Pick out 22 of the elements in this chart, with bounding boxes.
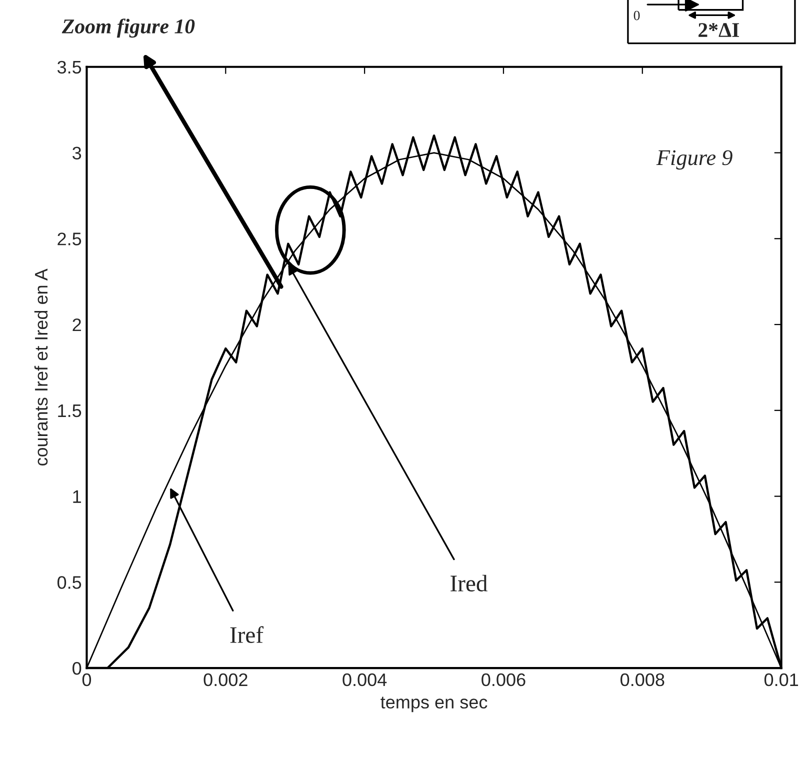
text: 0 <box>634 10 640 20</box>
annotation: Zoom figure 10 <box>62 18 195 38</box>
y-tick-label: 1.5 <box>58 404 82 418</box>
annotation: Ired <box>450 574 488 592</box>
y-tick-label: 1 <box>73 490 81 503</box>
x-tick-label: 0.004 <box>342 673 387 686</box>
x-tick-label: 0.01 <box>764 673 798 686</box>
x-tick-label: 0.006 <box>482 673 526 686</box>
annotation: Iref <box>230 626 264 644</box>
y-tick-label: 3 <box>72 146 82 160</box>
x-tick-label: 0.008 <box>620 673 664 686</box>
annotation: Figure 9 <box>656 150 732 170</box>
x-tick-label: 0 <box>82 673 92 686</box>
y-tick-label: 0.5 <box>57 576 82 589</box>
y-tick-label: 3.5 <box>57 60 82 74</box>
y-tick-label: 2 <box>72 318 81 332</box>
x-tick-label: 0.002 <box>204 673 248 686</box>
y-axis-title: courants Iref et Ired en A <box>34 268 48 466</box>
text: 2*ΔI <box>698 23 739 37</box>
y-tick-label: 0 <box>72 662 82 675</box>
y-tick-label: 2.5 <box>58 232 82 246</box>
x-axis-title: temps en sec <box>380 696 488 712</box>
